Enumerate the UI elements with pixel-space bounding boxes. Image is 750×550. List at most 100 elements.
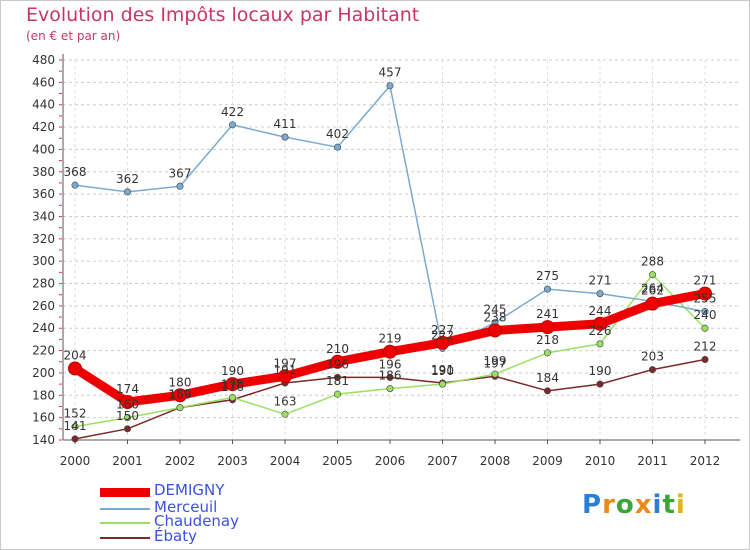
data-label: 402 — [326, 127, 349, 141]
data-point — [543, 387, 551, 395]
chart-subtitle: (en € et par an) — [26, 29, 121, 43]
data-label: 163 — [274, 394, 297, 408]
data-label: 244 — [589, 304, 612, 318]
data-label: 191 — [431, 363, 454, 377]
data-label: 169 — [169, 388, 192, 402]
logo-letter: i — [675, 490, 686, 520]
logo-letter: o — [615, 490, 635, 520]
data-point — [593, 316, 607, 331]
data-label: 196 — [379, 357, 402, 371]
x-tick-label: 2007 — [427, 454, 458, 468]
data-point — [330, 354, 345, 369]
data-point — [701, 307, 709, 315]
data-point — [333, 390, 341, 398]
data-point — [333, 373, 341, 381]
legend-swatch-chaudenay — [100, 522, 150, 524]
data-point — [648, 271, 656, 279]
data-label: 245 — [484, 303, 507, 317]
y-tick-label: 480 — [32, 53, 55, 67]
data-label: 169 — [169, 388, 192, 402]
legend-label-ebaty: Ébaty — [154, 527, 197, 545]
data-label: 174 — [116, 382, 139, 396]
x-tick-label: 2004 — [270, 454, 301, 468]
data-point — [596, 340, 604, 348]
data-point — [383, 344, 397, 359]
x-tick-label: 2003 — [217, 454, 248, 468]
data-point — [229, 121, 237, 129]
y-tick-label: 220 — [32, 344, 55, 358]
data-label: 197 — [274, 356, 297, 370]
data-point — [540, 320, 555, 335]
data-label: 204 — [64, 348, 87, 362]
data-point — [386, 385, 394, 393]
logo-letter: x — [634, 490, 653, 520]
data-point — [698, 286, 712, 301]
data-label: 141 — [64, 419, 87, 433]
data-point — [173, 388, 187, 403]
data-point — [281, 410, 289, 418]
data-label: 190 — [589, 364, 612, 378]
x-tick-label: 2006 — [375, 454, 406, 468]
x-tick-label: 2005 — [322, 454, 353, 468]
y-tick-label: 200 — [32, 366, 55, 380]
data-label: 184 — [536, 371, 559, 385]
data-label: 362 — [116, 172, 139, 186]
logo-letter: i — [652, 490, 663, 520]
data-point — [333, 143, 341, 151]
y-tick-label: 140 — [32, 433, 55, 447]
data-label: 190 — [431, 364, 454, 378]
data-point — [596, 290, 604, 298]
data-label: 178 — [221, 378, 244, 392]
data-label: 238 — [484, 310, 507, 324]
data-label: 288 — [641, 255, 664, 269]
data-label: 197 — [484, 356, 507, 370]
data-label: 203 — [641, 350, 664, 364]
data-label: 150 — [116, 409, 139, 423]
data-label: 218 — [536, 333, 559, 347]
legend-swatch-ebaty — [100, 537, 150, 539]
y-tick-label: 400 — [32, 142, 55, 156]
y-tick-label: 380 — [32, 165, 55, 179]
data-label: 227 — [431, 323, 454, 337]
chart-title: Evolution des Impôts locaux par Habitant — [26, 4, 420, 26]
data-point — [229, 394, 237, 402]
data-point — [386, 373, 394, 381]
data-point — [124, 414, 132, 422]
data-point — [71, 423, 79, 431]
x-tick-label: 2008 — [480, 454, 511, 468]
data-label: 212 — [694, 340, 717, 354]
data-label: 367 — [169, 166, 192, 180]
data-label: 186 — [379, 369, 402, 383]
data-point — [491, 370, 499, 378]
data-point — [71, 181, 79, 189]
data-label: 152 — [64, 407, 87, 421]
data-point — [68, 361, 82, 376]
data-label: 222 — [431, 328, 454, 342]
data-label: 196 — [326, 357, 349, 371]
data-label: 262 — [641, 284, 664, 298]
y-tick-label: 420 — [32, 120, 55, 134]
data-point — [438, 380, 446, 388]
y-tick-label: 240 — [32, 321, 55, 335]
data-label: 160 — [116, 398, 139, 412]
data-point — [648, 366, 656, 374]
data-label: 275 — [536, 269, 559, 283]
y-tick-label: 320 — [32, 232, 55, 246]
data-point — [543, 349, 551, 357]
data-label: 368 — [64, 165, 87, 179]
data-label: 271 — [694, 274, 717, 288]
legend-label-merceuil: Merceuil — [154, 498, 218, 516]
x-tick-label: 2009 — [532, 454, 563, 468]
logo-letter: t — [662, 490, 676, 520]
data-point — [120, 395, 135, 409]
data-label: 180 — [169, 375, 192, 389]
data-label: 422 — [221, 105, 244, 119]
x-tick-label: 2002 — [165, 454, 196, 468]
data-point — [124, 425, 132, 433]
x-tick-label: 2001 — [112, 454, 143, 468]
data-point — [278, 369, 292, 384]
y-tick-label: 180 — [32, 388, 55, 402]
data-point — [488, 323, 502, 338]
x-tick-label: 2012 — [690, 454, 721, 468]
